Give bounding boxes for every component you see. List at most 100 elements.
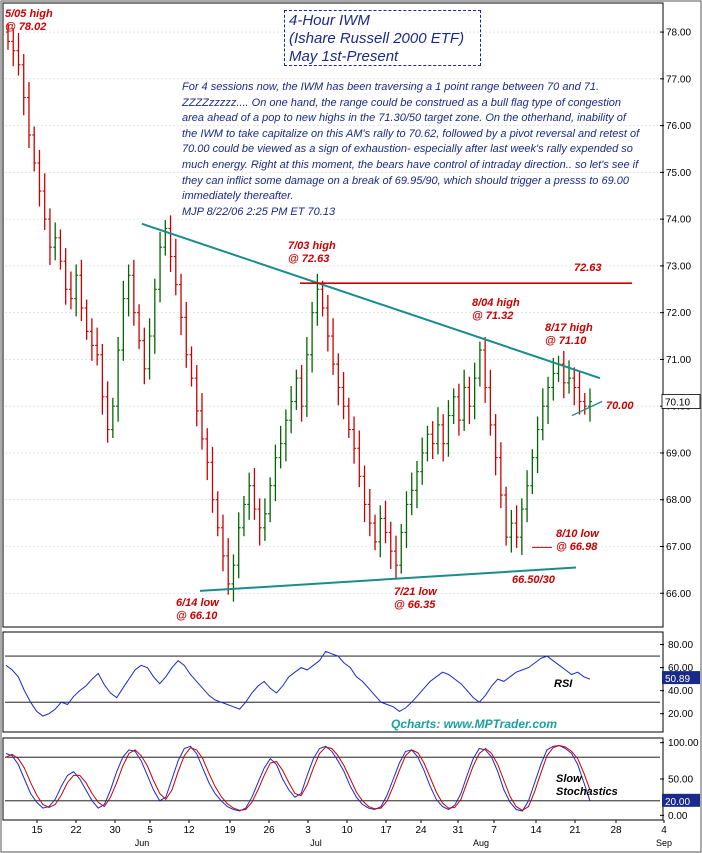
chart-period: May 1st-Present [289, 48, 399, 65]
date-tick-label: 14 [530, 825, 542, 836]
price-bar [100, 343, 105, 415]
price-bar [236, 512, 241, 579]
price-bar [58, 229, 63, 270]
credit-text: Qcharts: www.MPTrader.com [391, 717, 558, 731]
price-tick-label: 78.00 [666, 28, 691, 39]
price-bar [105, 381, 110, 443]
price-bar [289, 386, 294, 434]
price-bar [493, 414, 498, 476]
price-bar [210, 446, 215, 513]
price-bar [441, 414, 446, 462]
short-support-line [571, 400, 603, 417]
stoch-tick-label: 50.00 [668, 775, 693, 786]
price-bar [89, 318, 94, 361]
price-bar [362, 465, 367, 523]
price-tick-label: 68.00 [666, 495, 691, 506]
price-bar [525, 470, 530, 523]
rsi-plot: 80.00 60.00 40.00 20.00 50.89 [5, 640, 700, 720]
date-tick-label: 10 [341, 825, 353, 836]
price-bar [68, 271, 73, 310]
chart-title: 4-Hour IWM [289, 12, 370, 29]
price-bar [257, 498, 262, 546]
price-last-label: 70.10 [665, 398, 690, 409]
price-bar [241, 495, 246, 537]
price-bar [147, 318, 152, 380]
price-bar [320, 280, 325, 317]
price-bar [331, 318, 336, 375]
price-tick-label: 73.00 [666, 261, 691, 272]
price-bar [200, 393, 204, 450]
annotation-text: @ 66.35 [394, 599, 436, 611]
rsi-line [5, 650, 591, 717]
price-tick-label: 71.00 [666, 355, 691, 366]
rsi-last-box [662, 671, 700, 685]
rsi-label: RSI [554, 678, 573, 690]
price-bar [388, 521, 393, 569]
commentary-block: For 4 sessions now, the IWM has been tra… [182, 80, 642, 220]
price-bar [378, 505, 383, 558]
price-bar [226, 538, 231, 595]
commentary-signature: MJP 8/22/06 2:25 PM ET 70.13 [182, 205, 336, 218]
price-bar [383, 500, 388, 544]
price-bar [116, 336, 121, 422]
price-bar [163, 220, 168, 256]
annotation-high-0505: 5/05 high @ 78.02 [5, 8, 53, 34]
annotation-text: 8/04 high [472, 297, 520, 309]
price-bar [467, 376, 472, 424]
date-tick-label: 21 [569, 825, 581, 836]
price-bar [278, 425, 283, 469]
price-bar [79, 259, 84, 322]
annotation-level-7000: 70.00 [606, 400, 634, 412]
price-bar [420, 437, 425, 485]
stoch-k-line [5, 744, 591, 812]
annotation-text: @ 66.10 [176, 610, 218, 622]
price-bar [37, 149, 42, 207]
price-bar [152, 278, 157, 354]
stoch-tick-label: 100.00 [668, 738, 699, 749]
annotation-text: @ 71.32 [472, 310, 514, 322]
price-bar [519, 498, 524, 555]
price-tick-label: 66.00 [666, 589, 691, 600]
annotation-high-0817: 8/17 high @ 71.10 [545, 322, 593, 348]
price-bar [137, 304, 142, 350]
date-tick-label: 19 [224, 825, 236, 836]
price-bar [95, 327, 100, 366]
price-bar [220, 514, 225, 572]
price-tick-label: 74.00 [666, 215, 691, 226]
annotation-text: 6/14 low [176, 597, 219, 609]
support-trendline [199, 566, 577, 592]
price-bar [74, 264, 79, 317]
price-bar [352, 416, 357, 464]
price-bar [488, 369, 493, 436]
price-bar [131, 259, 136, 326]
price-tick-label: 77.00 [666, 74, 691, 85]
price-bar [215, 491, 220, 537]
stochastics-plot: 100.00 50.00 0.00 20.00 [5, 738, 700, 822]
date-tick-label: 22 [70, 825, 82, 836]
price-bar [567, 360, 572, 394]
annotation-text: 8/17 high [545, 322, 593, 334]
price-bar [184, 301, 189, 368]
date-tick-label: 3 [305, 825, 311, 836]
price-bar [231, 554, 236, 602]
commentary-text: For 4 sessions now, the IWM has been tra… [182, 81, 640, 203]
annotation-low-0614: 6/14 low @ 66.10 [176, 597, 219, 623]
annotation-low-0810: 8/10 low @ 66.98 [556, 528, 599, 554]
price-bar [262, 498, 267, 541]
price-bar [84, 299, 89, 340]
stochastics-label-2: Stochastics [556, 786, 618, 798]
price-bar [399, 524, 404, 574]
price-bar [346, 397, 351, 438]
annotation-text: @ 72.63 [288, 253, 330, 265]
price-panel-frame [2, 2, 664, 628]
price-bar [456, 383, 461, 436]
price-bar [477, 341, 482, 387]
month-label: Jun [135, 838, 150, 848]
price-bar [504, 486, 509, 546]
date-tick-label: 17 [380, 825, 392, 836]
annotation-text: 8/10 low [556, 528, 599, 540]
price-bar [394, 535, 398, 579]
annotation-text: @ 66.98 [556, 541, 598, 553]
price-bar [325, 294, 330, 352]
price-bar [514, 505, 519, 548]
